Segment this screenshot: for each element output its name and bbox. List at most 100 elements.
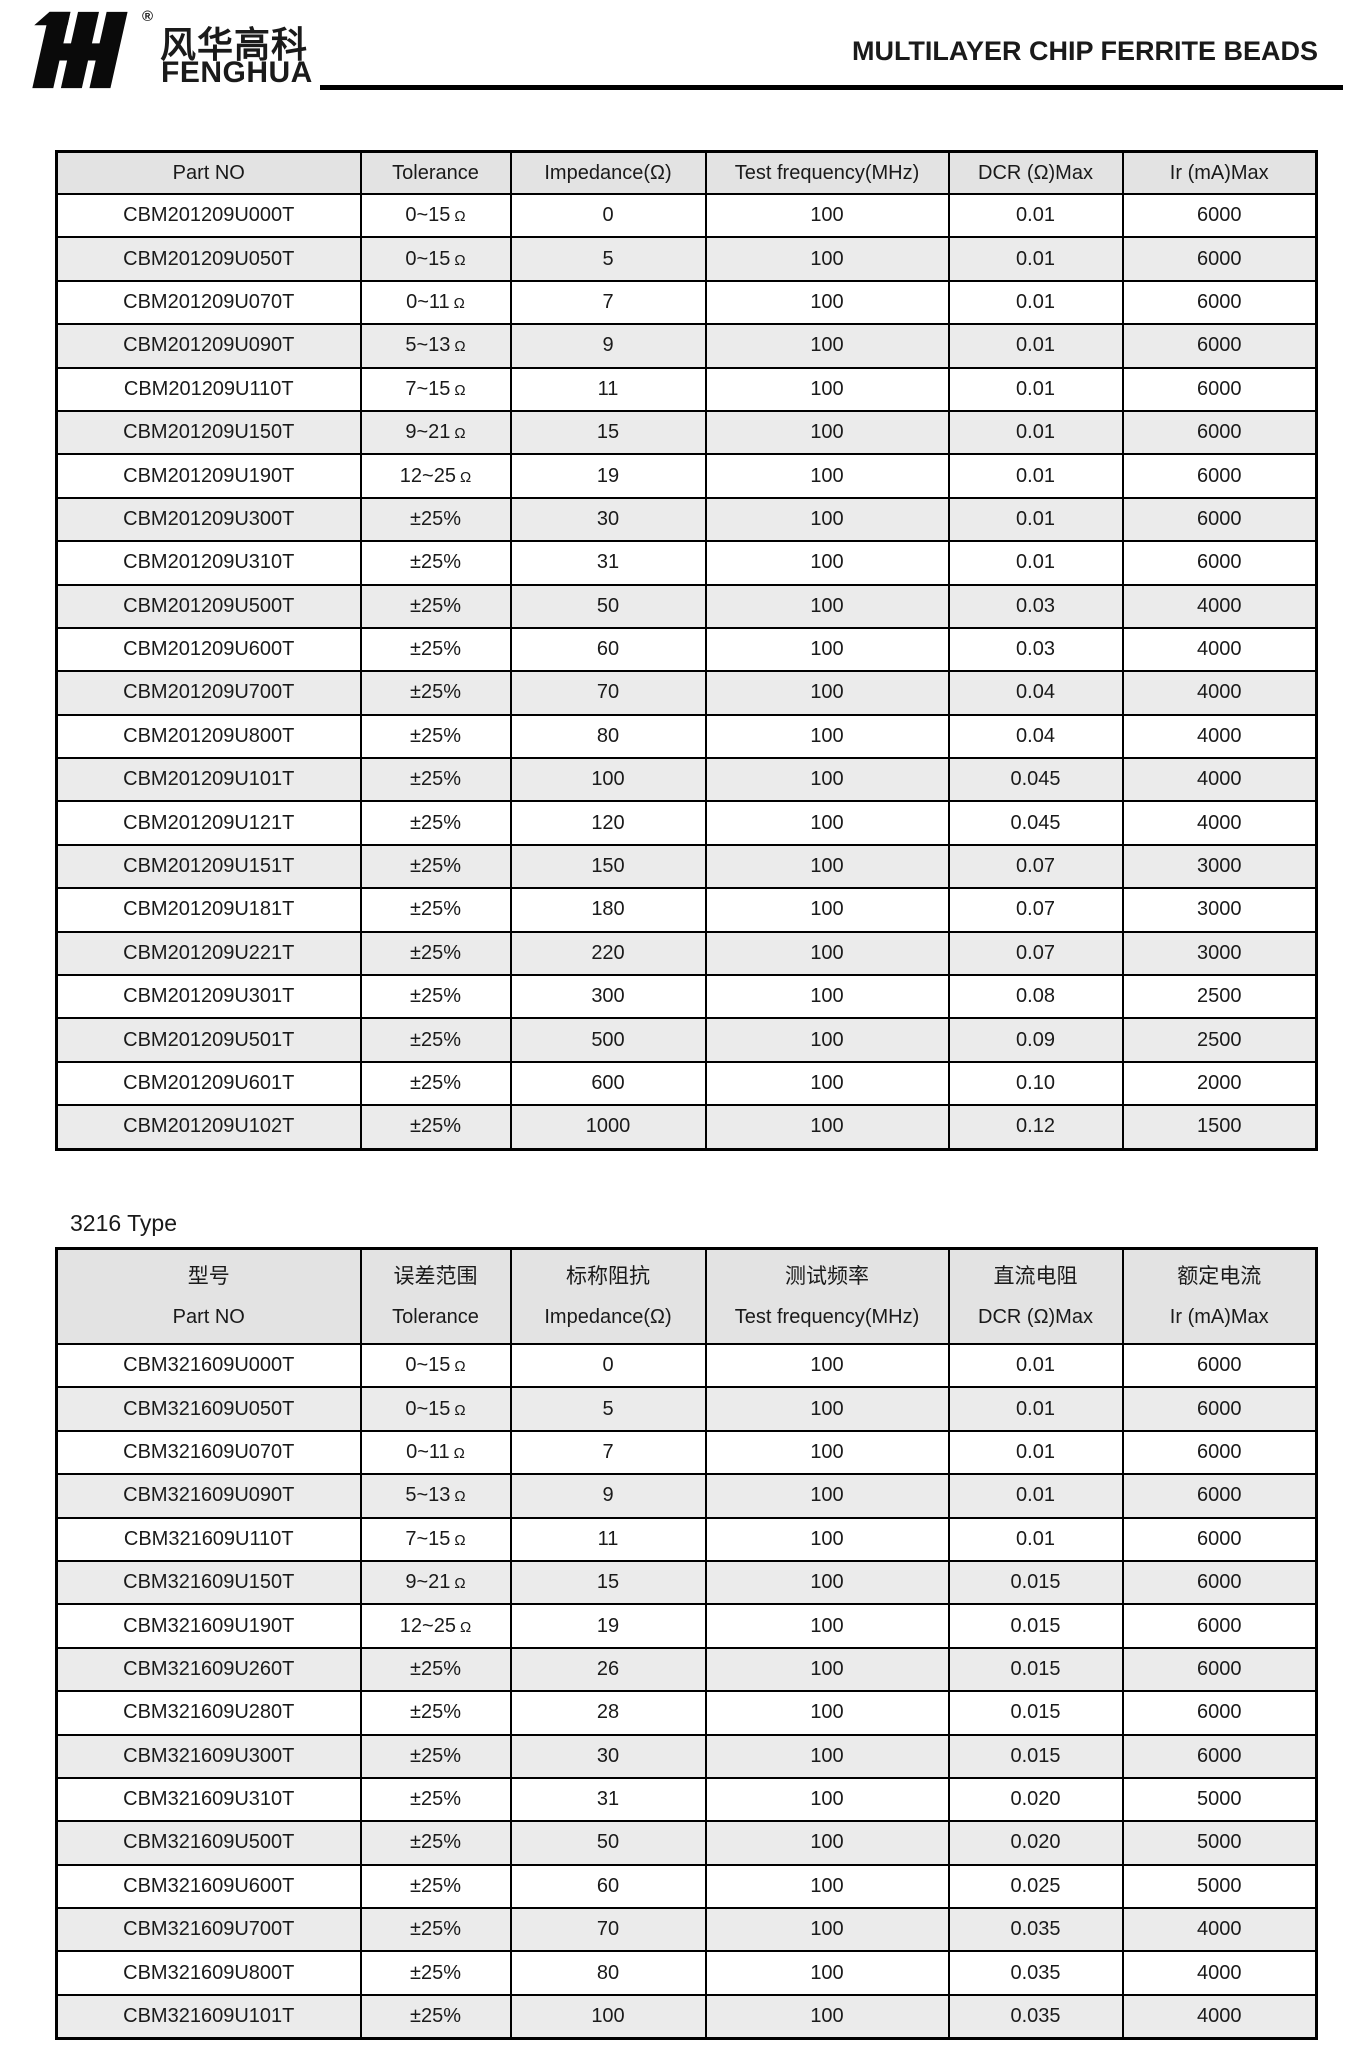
cell-ir-max: 6000 xyxy=(1121,236,1318,282)
cell-part-no: CBM201209U601T xyxy=(55,1060,362,1107)
cell-dcr-max: 0.01 xyxy=(947,1342,1124,1389)
cell-part-no: CBM321609U500T xyxy=(55,1820,362,1866)
cell-dcr-max: 0.020 xyxy=(947,1776,1124,1823)
cell-tolerance: 0~15 Ω xyxy=(359,192,512,239)
cell-tolerance: ±25% xyxy=(359,1690,512,1736)
ohm-unit: Ω xyxy=(454,208,466,226)
cell-dcr-max: 0.01 xyxy=(947,496,1124,543)
cell-ir-max: 6000 xyxy=(1121,496,1318,543)
cell-dcr-max: 0.01 xyxy=(947,540,1124,586)
column-header-cn: 误差范围 xyxy=(393,1264,478,1288)
cell-impedance: 5 xyxy=(509,1386,707,1432)
column-header-impedance: 标称阻抗 Impedance(Ω) xyxy=(509,1247,707,1345)
column-header-part-no: 型号 Part NO xyxy=(55,1247,362,1345)
cell-part-no: CBM201209U121T xyxy=(55,800,362,846)
column-header-dcr-max: DCR (Ω)Max xyxy=(947,150,1124,195)
column-header-en: DCR (Ω)Max xyxy=(978,1305,1093,1328)
cell-tolerance: ±25% xyxy=(359,1950,512,1996)
column-header-cn: 直流电阻 xyxy=(993,1264,1078,1288)
fenghua-logo-icon xyxy=(32,11,128,89)
column-header-en: Impedance(Ω) xyxy=(544,1305,672,1328)
table-row: CBM201209U300T ±25% 30 100 0.01 6000 xyxy=(55,496,1318,543)
cell-dcr-max: 0.04 xyxy=(947,713,1124,760)
cell-dcr-max: 0.015 xyxy=(947,1690,1124,1736)
cell-part-no: CBM321609U150T xyxy=(55,1559,362,1606)
cell-part-no: CBM321609U190T xyxy=(55,1603,362,1649)
cell-part-no: CBM321609U070T xyxy=(55,1429,362,1476)
cell-test-frequency: 100 xyxy=(704,1429,950,1476)
table-row: CBM321609U050T 0~15 Ω 5 100 0.01 6000 xyxy=(55,1386,1318,1432)
table-row: CBM321609U070T 0~11 Ω 7 100 0.01 6000 xyxy=(55,1429,1318,1476)
cell-part-no: CBM321609U700T xyxy=(55,1907,362,1953)
cell-dcr-max: 0.10 xyxy=(947,1060,1124,1107)
cell-test-frequency: 100 xyxy=(704,1559,950,1606)
cell-dcr-max: 0.015 xyxy=(947,1559,1124,1606)
column-header-test-frequency: Test frequency(MHz) xyxy=(704,150,950,195)
cell-impedance: 100 xyxy=(509,757,707,803)
cell-ir-max: 3000 xyxy=(1121,887,1318,933)
table-row: CBM321609U700T ±25% 70 100 0.035 4000 xyxy=(55,1907,1318,1953)
cell-impedance: 180 xyxy=(509,887,707,933)
cell-part-no: CBM201209U700T xyxy=(55,670,362,716)
cell-part-no: CBM321609U300T xyxy=(55,1733,362,1779)
cell-ir-max: 6000 xyxy=(1121,1559,1318,1606)
cell-part-no: CBM321609U800T xyxy=(55,1950,362,1996)
cell-impedance: 26 xyxy=(509,1646,707,1693)
cell-dcr-max: 0.015 xyxy=(947,1603,1124,1649)
cell-part-no: CBM201209U150T xyxy=(55,409,362,456)
cell-part-no: CBM201209U600T xyxy=(55,626,362,673)
cell-impedance: 31 xyxy=(509,540,707,586)
cell-tolerance: 9~21 Ω xyxy=(359,1559,512,1606)
column-header-dcr-max: 直流电阻 DCR (Ω)Max xyxy=(947,1247,1124,1345)
cell-test-frequency: 100 xyxy=(704,626,950,673)
table-row: CBM201209U110T 7~15 Ω 11 100 0.01 6000 xyxy=(55,366,1318,412)
table-row: CBM201209U600T ±25% 60 100 0.03 4000 xyxy=(55,626,1318,673)
cell-tolerance: 9~21 Ω xyxy=(359,409,512,456)
table-row: CBM201209U500T ±25% 50 100 0.03 4000 xyxy=(55,583,1318,629)
ohm-unit: Ω xyxy=(454,381,466,399)
cell-test-frequency: 100 xyxy=(704,1017,950,1063)
ohm-unit: Ω xyxy=(453,294,465,312)
cell-test-frequency: 100 xyxy=(704,843,950,890)
ohm-unit: Ω xyxy=(454,1358,466,1376)
cell-test-frequency: 100 xyxy=(704,713,950,760)
cell-tolerance: ±25% xyxy=(359,583,512,629)
cell-tolerance: ±25% xyxy=(359,713,512,760)
table-row: CBM321609U110T 7~15 Ω 11 100 0.01 6000 xyxy=(55,1516,1318,1562)
cell-part-no: CBM201209U300T xyxy=(55,496,362,543)
cell-tolerance: 0~11 Ω xyxy=(359,1429,512,1476)
cell-dcr-max: 0.01 xyxy=(947,1386,1124,1432)
cell-dcr-max: 0.015 xyxy=(947,1646,1124,1693)
cell-tolerance: ±25% xyxy=(359,1060,512,1107)
cell-ir-max: 6000 xyxy=(1121,1429,1318,1476)
cell-test-frequency: 100 xyxy=(704,583,950,629)
column-header-ir-max: Ir (mA)Max xyxy=(1121,150,1318,195)
cell-tolerance: 12~25 Ω xyxy=(359,1603,512,1649)
cell-dcr-max: 0.04 xyxy=(947,670,1124,716)
cell-test-frequency: 100 xyxy=(704,1603,950,1649)
cell-ir-max: 6000 xyxy=(1121,453,1318,499)
cell-dcr-max: 0.01 xyxy=(947,279,1124,326)
cell-ir-max: 6000 xyxy=(1121,409,1318,456)
cell-part-no: CBM201209U090T xyxy=(55,323,362,369)
table-2012-type: Part NO Tolerance Impedance(Ω) Test freq… xyxy=(55,150,1318,1151)
cell-impedance: 150 xyxy=(509,843,707,890)
cell-part-no: CBM201209U221T xyxy=(55,930,362,977)
cell-tolerance: ±25% xyxy=(359,800,512,846)
cell-dcr-max: 0.01 xyxy=(947,1473,1124,1519)
cell-ir-max: 4000 xyxy=(1121,1993,1318,2040)
cell-impedance: 60 xyxy=(509,626,707,673)
cell-dcr-max: 0.035 xyxy=(947,1993,1124,2040)
cell-ir-max: 5000 xyxy=(1121,1863,1318,1910)
table-row: CBM201209U000T 0~15 Ω 0 100 0.01 6000 xyxy=(55,192,1318,239)
table-row: CBM321609U600T ±25% 60 100 0.025 5000 xyxy=(55,1863,1318,1910)
cell-dcr-max: 0.045 xyxy=(947,800,1124,846)
table-row: CBM201209U301T ±25% 300 100 0.08 2500 xyxy=(55,974,1318,1020)
cell-dcr-max: 0.09 xyxy=(947,1017,1124,1063)
table-row: CBM321609U260T ±25% 26 100 0.015 6000 xyxy=(55,1646,1318,1693)
cell-ir-max: 3000 xyxy=(1121,843,1318,890)
cell-test-frequency: 100 xyxy=(704,192,950,239)
cell-dcr-max: 0.045 xyxy=(947,757,1124,803)
cell-ir-max: 4000 xyxy=(1121,757,1318,803)
